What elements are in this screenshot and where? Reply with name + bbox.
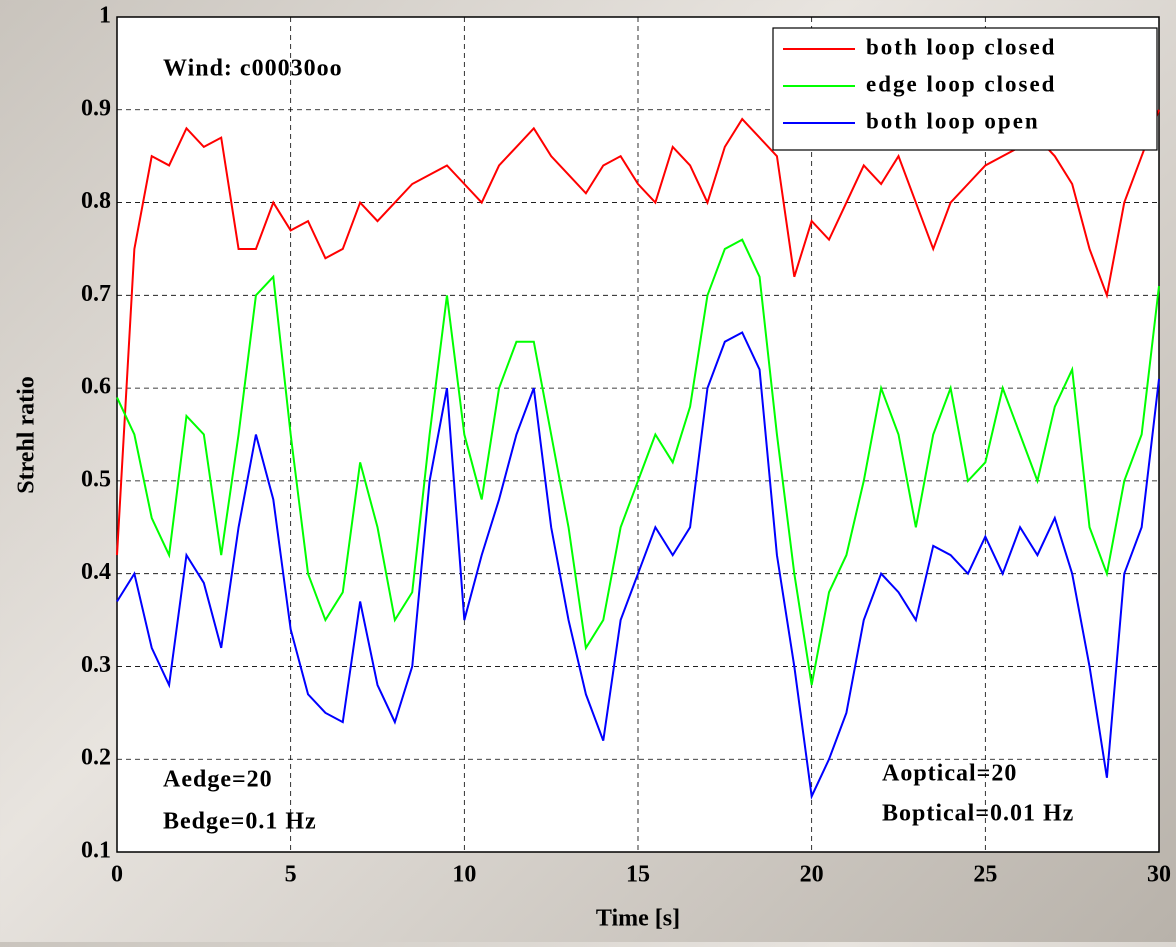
series-line [116,109,1160,556]
annotation: Aedge=20 [163,767,273,793]
y-tick-label: 0.9 [81,95,111,121]
x-tick-label: 25 [973,862,997,888]
y-tick-label: 0.1 [81,838,111,864]
annotation: Wind: c00030oo [163,56,343,82]
x-tick-label: 15 [626,862,650,888]
y-tick-label: 0.5 [81,466,111,492]
x-tick-label: 10 [452,862,476,888]
legend-label: edge loop closed [866,71,1056,96]
x-tick-label: 30 [1147,862,1171,888]
annotation: Boptical=0.01 Hz [882,801,1074,827]
legend-label: both loop open [866,108,1040,133]
y-tick-label: 0.2 [81,745,111,771]
x-axis-label: Time [s] [596,906,680,932]
annotation: Bedge=0.1 Hz [163,809,317,835]
y-tick-label: 0.8 [81,188,111,214]
y-tick-label: 0.6 [81,374,111,400]
series-line [116,238,1160,686]
y-tick-label: 1 [99,3,111,29]
legend-label: both loop closed [866,34,1056,59]
y-axis-label: Strehl ratio [14,376,40,494]
x-tick-label: 5 [285,862,297,888]
y-tick-label: 0.3 [81,652,111,678]
annotation: Aoptical=20 [882,761,1017,787]
x-tick-label: 20 [800,862,824,888]
x-tick-label: 0 [111,862,123,888]
series-line [116,331,1160,800]
y-tick-label: 0.4 [81,559,111,585]
y-tick-label: 0.7 [81,281,111,307]
